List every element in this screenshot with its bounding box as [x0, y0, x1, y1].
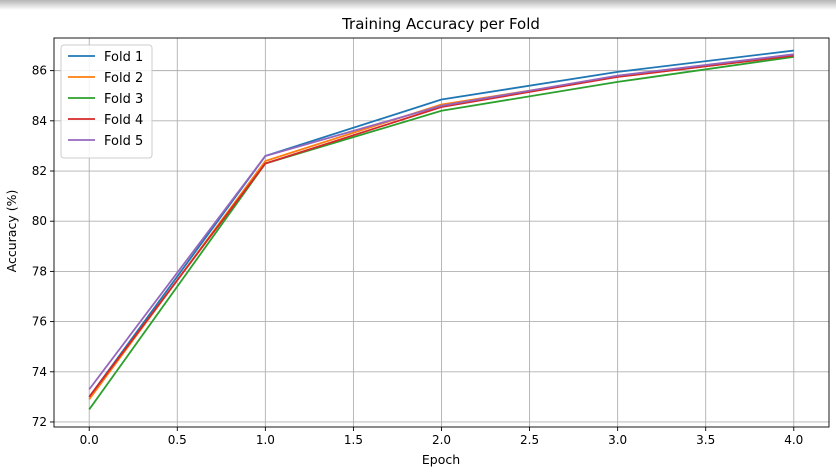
x-tick-label: 0.0	[80, 433, 99, 447]
window-top-shadow	[0, 0, 836, 10]
series-line-fold-5	[88, 53, 794, 390]
legend-label: Fold 4	[104, 113, 143, 128]
y-axis-label: Accuracy (%)	[4, 190, 19, 273]
x-tick-label: 2.0	[432, 433, 451, 447]
x-tick-label: 1.5	[344, 433, 363, 447]
legend-label: Fold 5	[104, 134, 143, 149]
y-tick-label: 76	[32, 315, 47, 329]
chart-title: Training Accuracy per Fold	[341, 15, 540, 33]
y-tick-label: 82	[32, 164, 47, 178]
y-tick-label: 86	[32, 64, 47, 78]
y-tick-label: 78	[32, 264, 47, 278]
legend-label: Fold 3	[104, 92, 143, 107]
legend-label: Fold 2	[104, 71, 143, 86]
x-tick-label: 1.0	[256, 433, 275, 447]
series-line-fold-1	[88, 49, 794, 398]
series-line-fold-3	[88, 55, 794, 410]
x-tick-label: 4.0	[784, 433, 803, 447]
y-tick-label: 84	[32, 114, 47, 128]
x-axis-ticks: 0.0 0.5 1.0 1.5 2.0 2.5 3.0 3.5 4.0	[80, 427, 803, 447]
x-tick-label: 3.5	[696, 433, 715, 447]
y-tick-label: 80	[32, 214, 47, 228]
y-tick-label: 74	[32, 365, 47, 379]
series-lines	[88, 49, 794, 410]
x-axis-label: Epoch	[422, 452, 460, 467]
grid-lines	[54, 38, 829, 427]
x-tick-label: 0.5	[168, 433, 187, 447]
x-tick-label: 3.0	[608, 433, 627, 447]
x-tick-label: 2.5	[520, 433, 539, 447]
y-tick-label: 72	[32, 415, 47, 429]
legend-box	[60, 44, 153, 159]
legend: Fold 1 Fold 2 Fold 3 Fold 4 Fold 5	[60, 44, 153, 159]
legend-label: Fold 1	[104, 50, 143, 65]
series-line-fold-4	[88, 54, 794, 398]
y-axis-ticks: 72 74 76 78 80 82 84 86	[32, 64, 54, 429]
